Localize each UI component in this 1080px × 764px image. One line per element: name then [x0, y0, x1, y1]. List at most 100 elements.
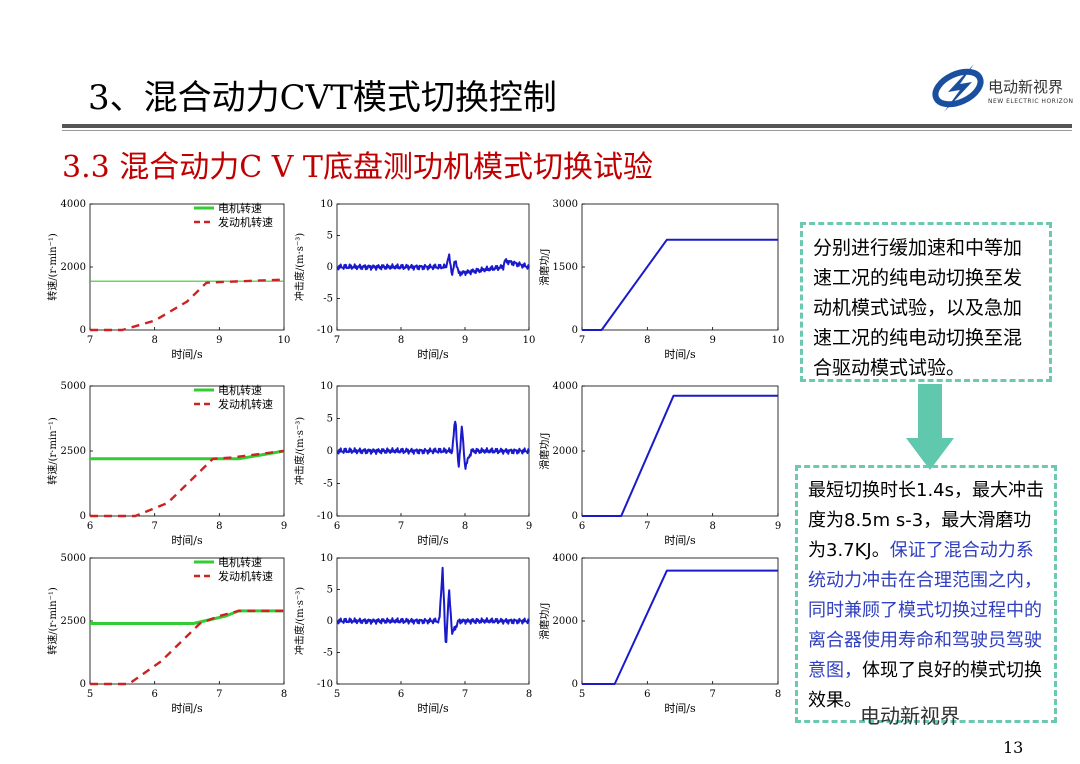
legend-label-engine: 发动机转速 [218, 397, 273, 411]
y-axis-label: 冲击度/(m·s⁻³) [293, 233, 306, 301]
y-axis-label: 滑磨功/J [539, 432, 551, 469]
x-axis-label: 时间/s [171, 534, 203, 547]
y-tick-label: -5 [323, 294, 333, 305]
y-tick-label: 0 [572, 511, 578, 522]
y-tick-label: 10 [320, 199, 333, 210]
x-tick-label: 7 [334, 335, 340, 346]
y-tick-label: 2500 [61, 446, 86, 457]
y-tick-label: 0 [327, 616, 333, 627]
result-text-highlight: 保证了混合动力系统动力冲击在合理范围之内，同时兼顾了模式切换过程中的离合器使用寿… [808, 540, 1042, 681]
y-tick-label: 4000 [553, 553, 578, 564]
y-tick-label: -10 [317, 511, 333, 522]
legend-label-motor: 电机转速 [218, 555, 262, 569]
x-tick-label: 5 [334, 689, 340, 700]
y-axis-label: 转速/(r·min⁻¹) [46, 417, 59, 485]
y-tick-label: -5 [323, 648, 333, 659]
x-axis-label: 时间/s [417, 534, 449, 547]
summary-text: 分别进行缓加速和中等加速工况的纯电动切换至发动机模式试验，以及急加速工况的纯电动… [813, 237, 1023, 379]
x-tick-label: 6 [398, 689, 404, 700]
x-tick-label: 8 [398, 335, 404, 346]
x-tick-label: 10 [772, 335, 785, 346]
series-motor-speed [90, 609, 284, 625]
x-tick-label: 9 [216, 335, 222, 346]
x-tick-label: 9 [709, 335, 715, 346]
series-line [582, 238, 778, 331]
y-tick-label: 1500 [553, 262, 578, 273]
x-tick-label: 7 [462, 689, 468, 700]
slide-title: 3、混合动力CVT模式切换控制 [88, 78, 557, 118]
logo-text: 电动新视界 [988, 78, 1064, 96]
y-tick-label: 2000 [553, 446, 578, 457]
chart-grid: 7 8 9 10020004000时间/s转速/(r·min⁻¹)电机转速发动机转速7… [46, 199, 785, 715]
x-tick-label: 8 [151, 335, 157, 346]
x-axis-label: 时间/s [664, 534, 696, 547]
title-divider-thin [62, 130, 1072, 131]
series-engine-speed [90, 609, 284, 686]
plot-frame [581, 203, 779, 331]
y-tick-label: 4000 [61, 199, 86, 210]
watermark: 电动新视界 [860, 704, 960, 728]
x-tick-label: 6 [579, 521, 585, 532]
series-engine-speed [90, 278, 285, 332]
plot-frame [581, 557, 779, 685]
y-tick-label: -5 [323, 479, 333, 490]
x-tick-label: 7 [216, 689, 222, 700]
y-tick-label: 10 [320, 553, 333, 564]
legend-label-engine: 发动机转速 [218, 569, 273, 583]
x-axis-label: 时间/s [417, 702, 449, 715]
x-axis-label: 时间/s [417, 348, 449, 361]
x-axis-label: 时间/s [171, 348, 203, 361]
y-axis-label: 滑磨功/J [539, 248, 551, 285]
x-tick-label: 7 [151, 521, 157, 532]
down-arrow-icon [906, 384, 954, 470]
y-tick-label: 5000 [61, 381, 86, 392]
y-tick-label: -10 [317, 325, 333, 336]
x-tick-label: 6 [151, 689, 157, 700]
y-tick-label: 4000 [553, 381, 578, 392]
series-line [336, 420, 530, 470]
result-text-end: 体现了良好的模式切换效果。 [808, 660, 1042, 711]
y-tick-label: 5 [327, 414, 333, 425]
series-engine-speed [90, 449, 285, 518]
y-axis-label: 滑磨功/J [539, 602, 551, 639]
x-tick-label: 7 [398, 521, 404, 532]
legend-label-motor: 电机转速 [218, 201, 262, 215]
y-tick-label: 10 [320, 381, 333, 392]
x-tick-label: 9 [462, 335, 468, 346]
x-tick-label: 8 [281, 689, 287, 700]
y-tick-label: 0 [80, 679, 86, 690]
x-tick-label: 6 [334, 521, 340, 532]
y-axis-label: 转速/(r·min⁻¹) [46, 587, 59, 655]
logo-subtext: NEW ELECTRIC HORIZON [988, 98, 1074, 105]
series-line [582, 569, 778, 685]
x-tick-label: 9 [526, 521, 532, 532]
x-tick-label: 9 [281, 521, 287, 532]
series-line [336, 566, 530, 644]
y-tick-label: 2000 [553, 616, 578, 627]
x-tick-label: 10 [523, 335, 536, 346]
x-tick-label: 8 [526, 689, 532, 700]
series-line [582, 394, 778, 517]
x-tick-label: 7 [579, 335, 585, 346]
x-axis-label: 时间/s [171, 702, 203, 715]
y-tick-label: 5000 [61, 553, 86, 564]
result-box: 最短切换时长1.4s，最大冲击度为8.5m s-3，最大滑磨功为3.7KJ。保证… [795, 465, 1057, 723]
x-tick-label: 8 [462, 521, 468, 532]
y-tick-label: 0 [80, 511, 86, 522]
y-tick-label: -10 [317, 679, 333, 690]
plot-frame [581, 385, 779, 517]
y-tick-label: 0 [327, 262, 333, 273]
legend-label-engine: 发动机转速 [218, 215, 273, 229]
y-tick-label: 5 [327, 585, 333, 596]
y-tick-label: 3000 [553, 199, 578, 210]
y-axis-label: 冲击度/(m·s⁻³) [293, 417, 306, 485]
y-tick-label: 2000 [61, 262, 86, 273]
x-axis-label: 时间/s [664, 702, 696, 715]
x-tick-label: 7 [644, 521, 650, 532]
x-tick-label: 10 [278, 335, 291, 346]
y-tick-label: 0 [327, 446, 333, 457]
x-tick-label: 8 [709, 521, 715, 532]
x-tick-label: 8 [216, 521, 222, 532]
result-text: 最短切换时长1.4s，最大冲击度为8.5m s-3，最大滑磨功为3.7KJ。 [808, 480, 1045, 561]
x-tick-label: 7 [87, 335, 93, 346]
